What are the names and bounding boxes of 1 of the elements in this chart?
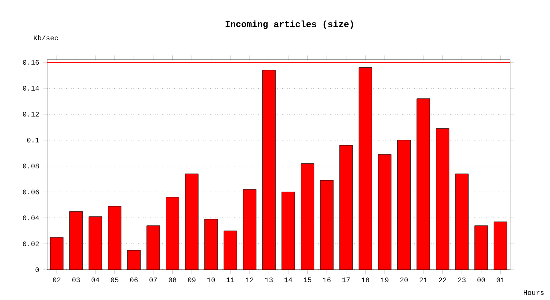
chart-title: Incoming articles (size) <box>226 20 354 30</box>
